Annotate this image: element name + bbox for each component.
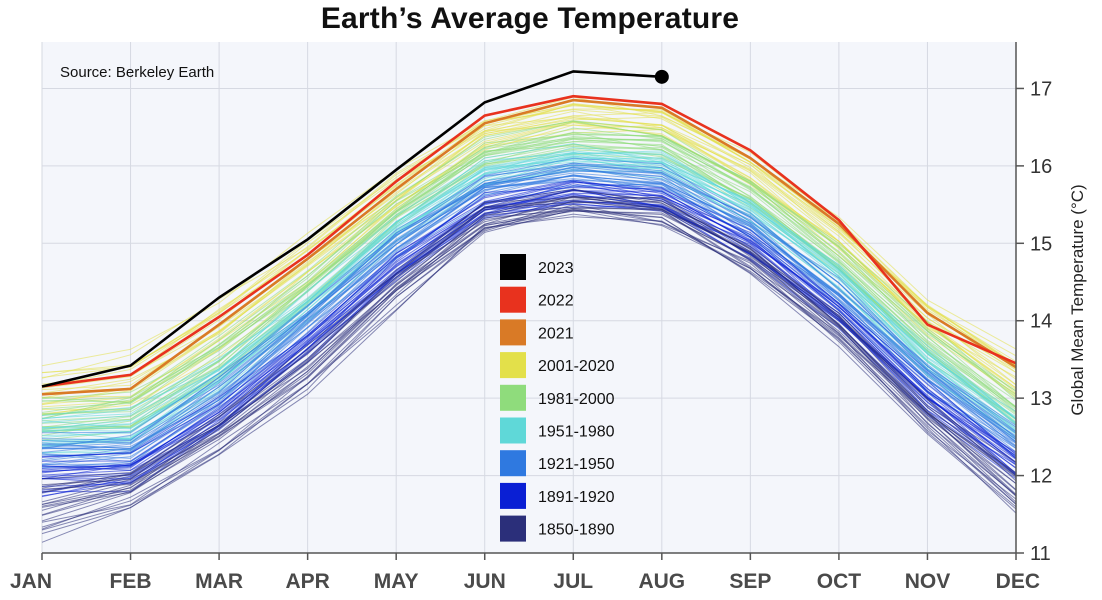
legend-label: 2021 [538,325,574,342]
year-line [41,169,1017,448]
y-axis-title: Global Mean Temperature (°C) [1068,184,1087,415]
year-line [41,157,1017,434]
year-line [41,190,1017,469]
year-line [41,112,1017,389]
year-line [41,189,1017,493]
source-label: Source: Berkeley Earth [60,64,214,81]
x-tick-label: JUN [464,570,506,593]
recent-year-series [41,69,1017,396]
legend-label: 1981-2000 [538,391,615,408]
legend-swatch [500,286,526,313]
year-line [41,200,1017,489]
x-tick-label: MAR [195,570,243,593]
year-line [41,145,1017,441]
y-tick-label: 12 [1030,466,1052,488]
year-line [41,152,1017,430]
series-line-2023 [41,70,662,388]
band-1850-1890 [41,188,1017,543]
x-tick-label: FEB [110,570,152,593]
chart-title: Earth’s Average Temperature [320,2,740,35]
x-tick-label: JAN [10,570,52,593]
year-line [41,152,1017,420]
axes: JAN FEB MAR APR MAY JUN JUL AUG SEP OCT NOV DEC 11 12… [10,42,1052,593]
legend-label: 2001-2020 [538,358,615,375]
legend-swatch [500,319,526,346]
year-line [41,135,1017,416]
year-line [41,188,1017,486]
year-line [41,163,1017,446]
year-line [41,196,1017,505]
legend-label: 1921-1950 [538,456,615,473]
legend-swatch [500,515,526,542]
year-line [41,197,1017,487]
legend-swatch [500,482,526,509]
y-tick-label: 17 [1030,78,1052,100]
year-line [41,167,1017,448]
year-line [41,206,1017,508]
legend-label: 1891-1920 [538,489,615,506]
legend-swatch [500,417,526,444]
y-tick-label: 15 [1030,233,1052,255]
year-line [41,179,1017,458]
year-line [41,209,1017,511]
legend-label: 1951-1980 [538,424,615,441]
x-tick-label: DEC [996,570,1040,593]
year-line [41,187,1017,462]
year-line [41,120,1017,394]
year-line [41,134,1017,420]
year-line [41,210,1017,531]
y-tick-label: 13 [1030,388,1052,410]
year-line [41,137,1017,419]
x-tick-label: OCT [817,570,862,593]
legend-swatch [500,384,526,411]
x-tick-label: AUG [638,570,685,593]
year-line [41,150,1017,419]
series-2023-end-marker [654,69,669,84]
year-line [41,105,1017,367]
legend-label: 2022 [538,293,574,310]
year-line [41,216,1017,535]
x-tick-label: SEP [729,570,771,593]
year-line [41,162,1017,441]
year-line [41,109,1017,373]
historical-year-lines [41,96,1017,543]
year-line [41,121,1017,400]
year-line [41,178,1017,450]
year-line [41,131,1017,403]
year-line [41,149,1017,436]
legend-swatch [500,352,526,379]
y-tick-label: 16 [1030,156,1052,178]
year-line [41,120,1017,402]
year-line [41,164,1017,450]
year-line [41,120,1017,404]
legend: 2023 2022 2021 2001-2020 1981-2000 1951-1980 1… [500,254,615,542]
legend-label: 2023 [538,260,574,277]
x-tick-label: MAY [374,570,419,593]
legend-swatch [500,254,526,280]
y-tick-label: 11 [1030,543,1051,565]
legend-label: 1850-1890 [538,522,615,539]
x-tick-label: JUL [553,570,593,593]
y-tick-label: 14 [1030,311,1052,333]
x-tick-label: APR [285,570,329,593]
legend-swatch [500,450,526,477]
year-line [41,172,1017,453]
series-line-2022 [41,94,1017,388]
x-tick-label: NOV [905,570,951,593]
